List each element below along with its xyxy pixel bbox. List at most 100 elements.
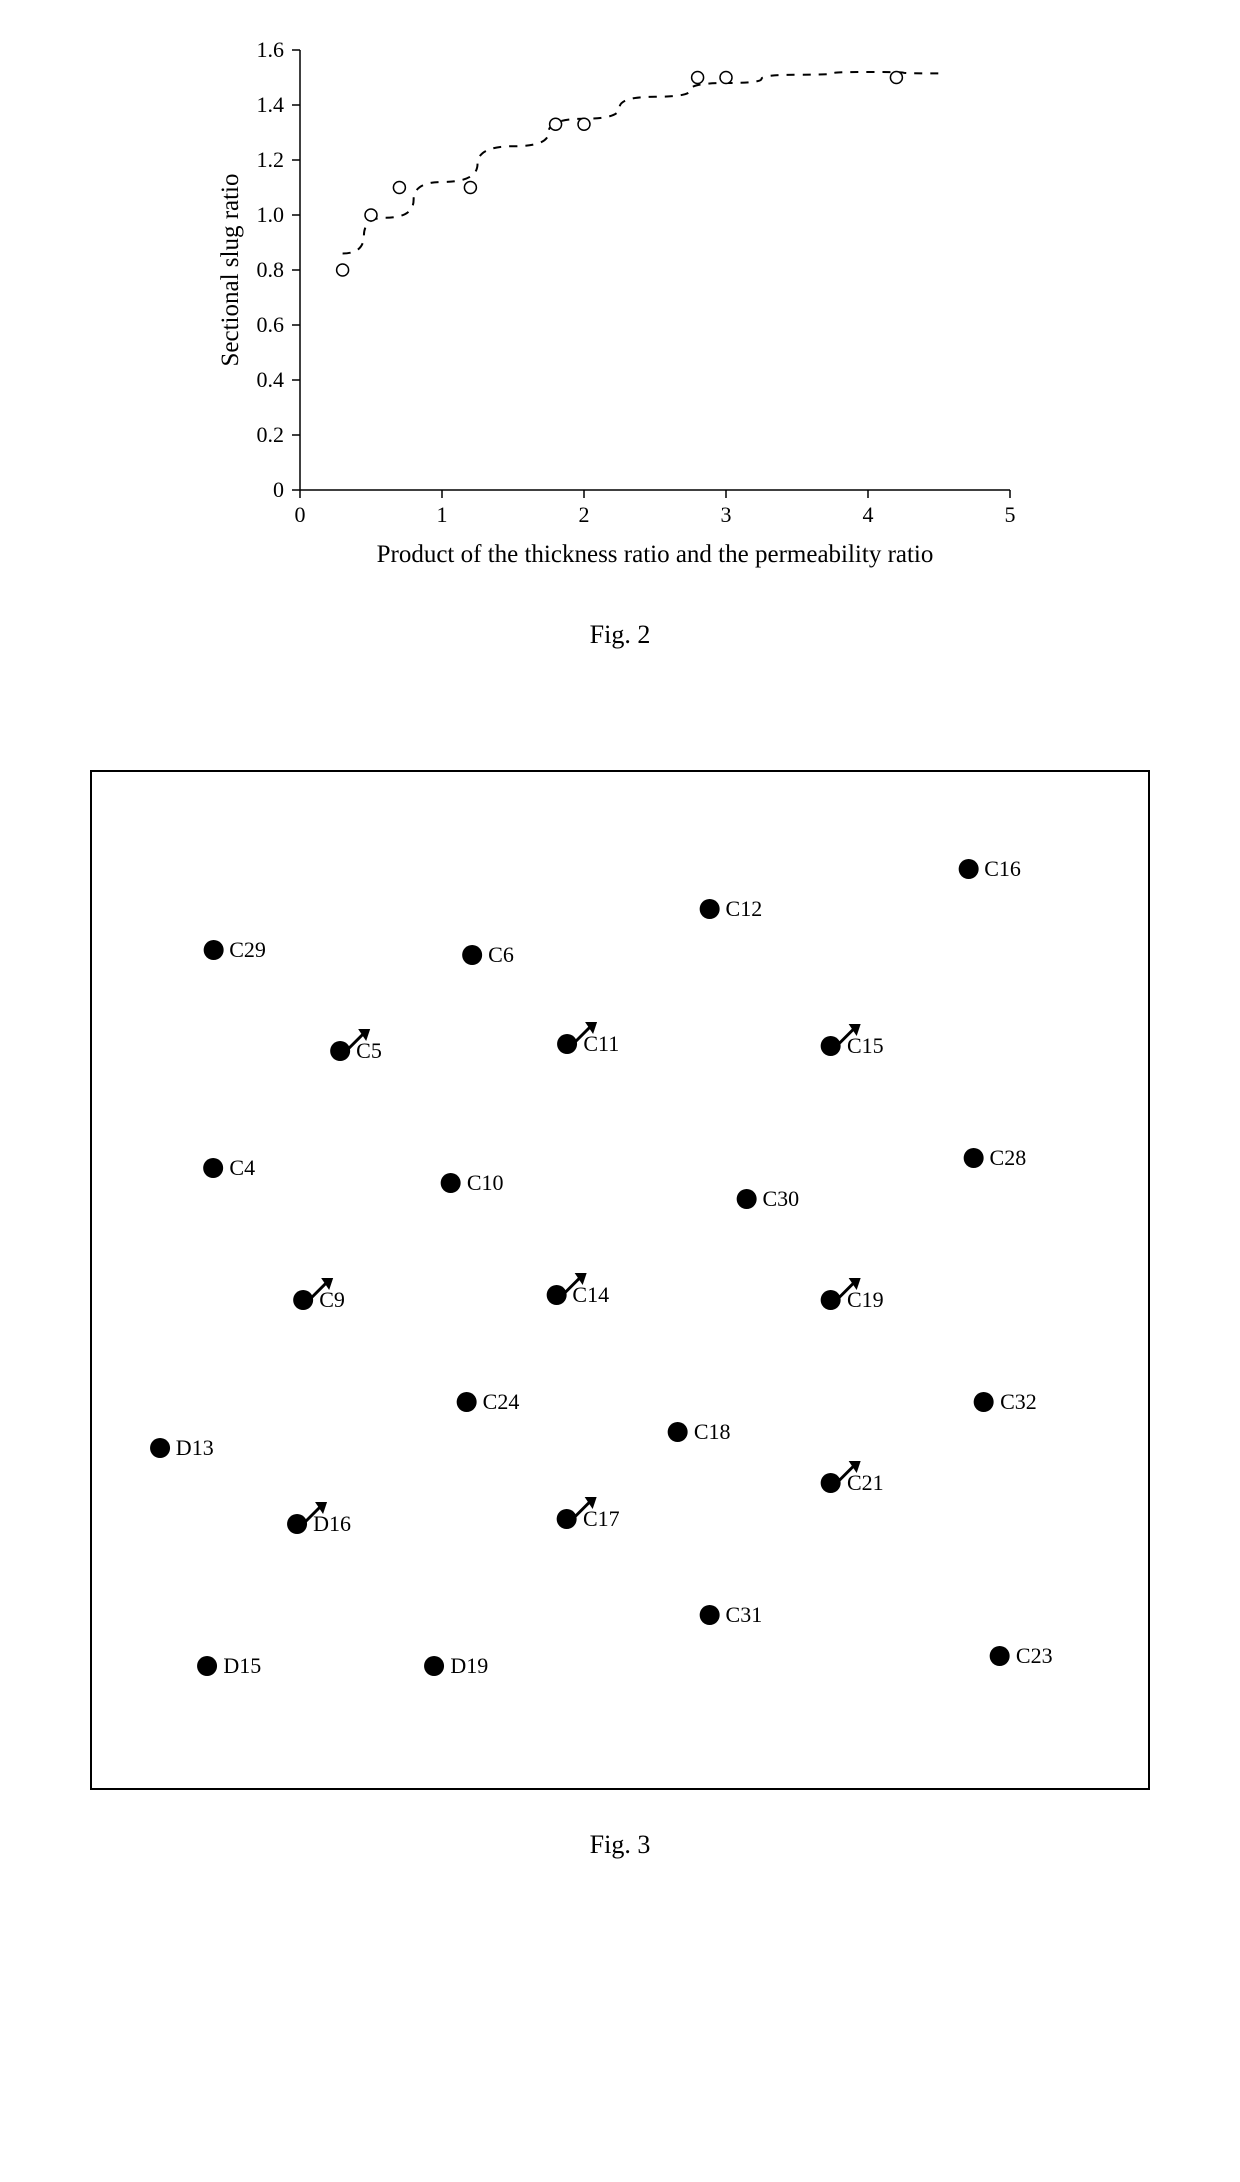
well-dot-icon — [203, 940, 223, 960]
data-marker — [464, 182, 476, 194]
data-marker — [393, 182, 405, 194]
well-dot-icon — [150, 1438, 170, 1458]
well-arrow-icon — [835, 1274, 863, 1302]
data-marker — [692, 72, 704, 84]
well-dot-icon — [990, 1646, 1010, 1666]
figure-2-caption: Fig. 2 — [40, 620, 1200, 650]
well-label: C16 — [984, 856, 1021, 882]
well-point: D15 — [197, 1653, 261, 1679]
well-dot-icon — [424, 1656, 444, 1676]
well-point: D13 — [150, 1435, 214, 1461]
y-tick-label: 1.6 — [257, 40, 285, 62]
well-dot-icon — [462, 945, 482, 965]
well-label: C32 — [1000, 1389, 1037, 1415]
y-tick-label: 1.2 — [257, 147, 285, 172]
well-dot-icon — [330, 1041, 350, 1061]
y-tick-label: 0 — [273, 477, 284, 502]
well-point: C18 — [668, 1419, 731, 1445]
y-tick-label: 1.4 — [257, 92, 285, 117]
x-tick-label: 5 — [1005, 502, 1016, 527]
well-label: C28 — [990, 1145, 1027, 1171]
well-point: C21 — [821, 1470, 884, 1496]
well-dot-icon — [668, 1422, 688, 1442]
y-tick-label: 0.2 — [257, 422, 285, 447]
x-tick-label: 4 — [863, 502, 874, 527]
well-label: C18 — [694, 1419, 731, 1445]
x-tick-label: 1 — [437, 502, 448, 527]
well-dot-icon — [457, 1392, 477, 1412]
well-point: D19 — [424, 1653, 488, 1679]
well-arrow-icon — [307, 1274, 335, 1302]
y-axis-label: Sectional slug ratio — [217, 173, 244, 366]
scatter-chart: 0 1 2 3 4 5 0 0.2 0.4 0.6 0.8 1.0 1.2 1.4 1.6 Product o… — [210, 40, 1030, 580]
well-point: C28 — [964, 1145, 1027, 1171]
well-label: C30 — [762, 1186, 799, 1212]
well-dot-icon — [821, 1290, 841, 1310]
well-dot-icon — [557, 1034, 577, 1054]
well-point: D16 — [287, 1511, 351, 1537]
well-label: C4 — [229, 1155, 255, 1181]
well-point: C11 — [557, 1031, 619, 1057]
well-dot-icon — [958, 859, 978, 879]
well-label: C10 — [467, 1170, 504, 1196]
y-tick-label: 0.6 — [257, 312, 285, 337]
well-arrow-icon — [571, 1493, 599, 1521]
well-label: D19 — [450, 1653, 488, 1679]
x-tick-label: 0 — [295, 502, 306, 527]
well-point: C24 — [457, 1389, 520, 1415]
figure-2: 0 1 2 3 4 5 0 0.2 0.4 0.6 0.8 1.0 1.2 1.4 1.6 Product o… — [40, 40, 1200, 650]
well-point: C31 — [700, 1602, 763, 1628]
well-dot-icon — [287, 1514, 307, 1534]
well-point: C23 — [990, 1643, 1053, 1669]
well-dot-icon — [700, 899, 720, 919]
well-arrow-icon — [301, 1498, 329, 1526]
well-dot-icon — [700, 1605, 720, 1625]
well-label: C29 — [229, 937, 266, 963]
well-dot-icon — [203, 1158, 223, 1178]
y-tick-label: 0.4 — [257, 367, 285, 392]
well-arrow-icon — [571, 1018, 599, 1046]
well-dot-icon — [441, 1173, 461, 1193]
well-dot-icon — [546, 1285, 566, 1305]
well-label: D13 — [176, 1435, 214, 1461]
x-axis-label: Product of the thickness ratio and the p… — [377, 541, 934, 568]
chart-svg: 0 1 2 3 4 5 0 0.2 0.4 0.6 0.8 1.0 1.2 1.4 1.6 Product o… — [210, 40, 1030, 580]
well-point: C6 — [462, 942, 514, 968]
data-marker — [365, 209, 377, 221]
well-arrow-icon — [835, 1020, 863, 1048]
well-label: C23 — [1016, 1643, 1053, 1669]
well-point: C9 — [293, 1287, 345, 1313]
data-marker — [337, 264, 349, 276]
well-label: C12 — [726, 896, 763, 922]
data-marker — [890, 72, 902, 84]
well-arrow-icon — [560, 1269, 588, 1297]
well-point: C29 — [203, 937, 266, 963]
well-arrow-icon — [835, 1457, 863, 1485]
fit-curve — [343, 72, 939, 254]
well-arrow-icon — [344, 1025, 372, 1053]
data-marker — [578, 118, 590, 130]
well-dot-icon — [974, 1392, 994, 1412]
y-tick-label: 1.0 — [257, 202, 285, 227]
well-label: C31 — [726, 1602, 763, 1628]
well-point: C14 — [546, 1282, 609, 1308]
well-dot-icon — [197, 1656, 217, 1676]
data-marker — [720, 72, 732, 84]
well-point: C16 — [958, 856, 1021, 882]
data-marker — [550, 118, 562, 130]
x-tick-label: 2 — [579, 502, 590, 527]
well-label: C6 — [488, 942, 514, 968]
y-tick-label: 0.8 — [257, 257, 285, 282]
well-dot-icon — [557, 1509, 577, 1529]
well-point: C4 — [203, 1155, 255, 1181]
well-point: C12 — [700, 896, 763, 922]
well-dot-icon — [736, 1189, 756, 1209]
well-point: C10 — [441, 1170, 504, 1196]
well-dot-icon — [293, 1290, 313, 1310]
well-dot-icon — [821, 1036, 841, 1056]
x-tick-label: 3 — [721, 502, 732, 527]
well-point: C17 — [557, 1506, 620, 1532]
well-point: C15 — [821, 1033, 884, 1059]
figure-3-caption: Fig. 3 — [40, 1830, 1200, 1860]
figure-3: C16C12C29C6C5C11C15C4C10C30C28C9C14C19C2… — [40, 770, 1200, 1860]
